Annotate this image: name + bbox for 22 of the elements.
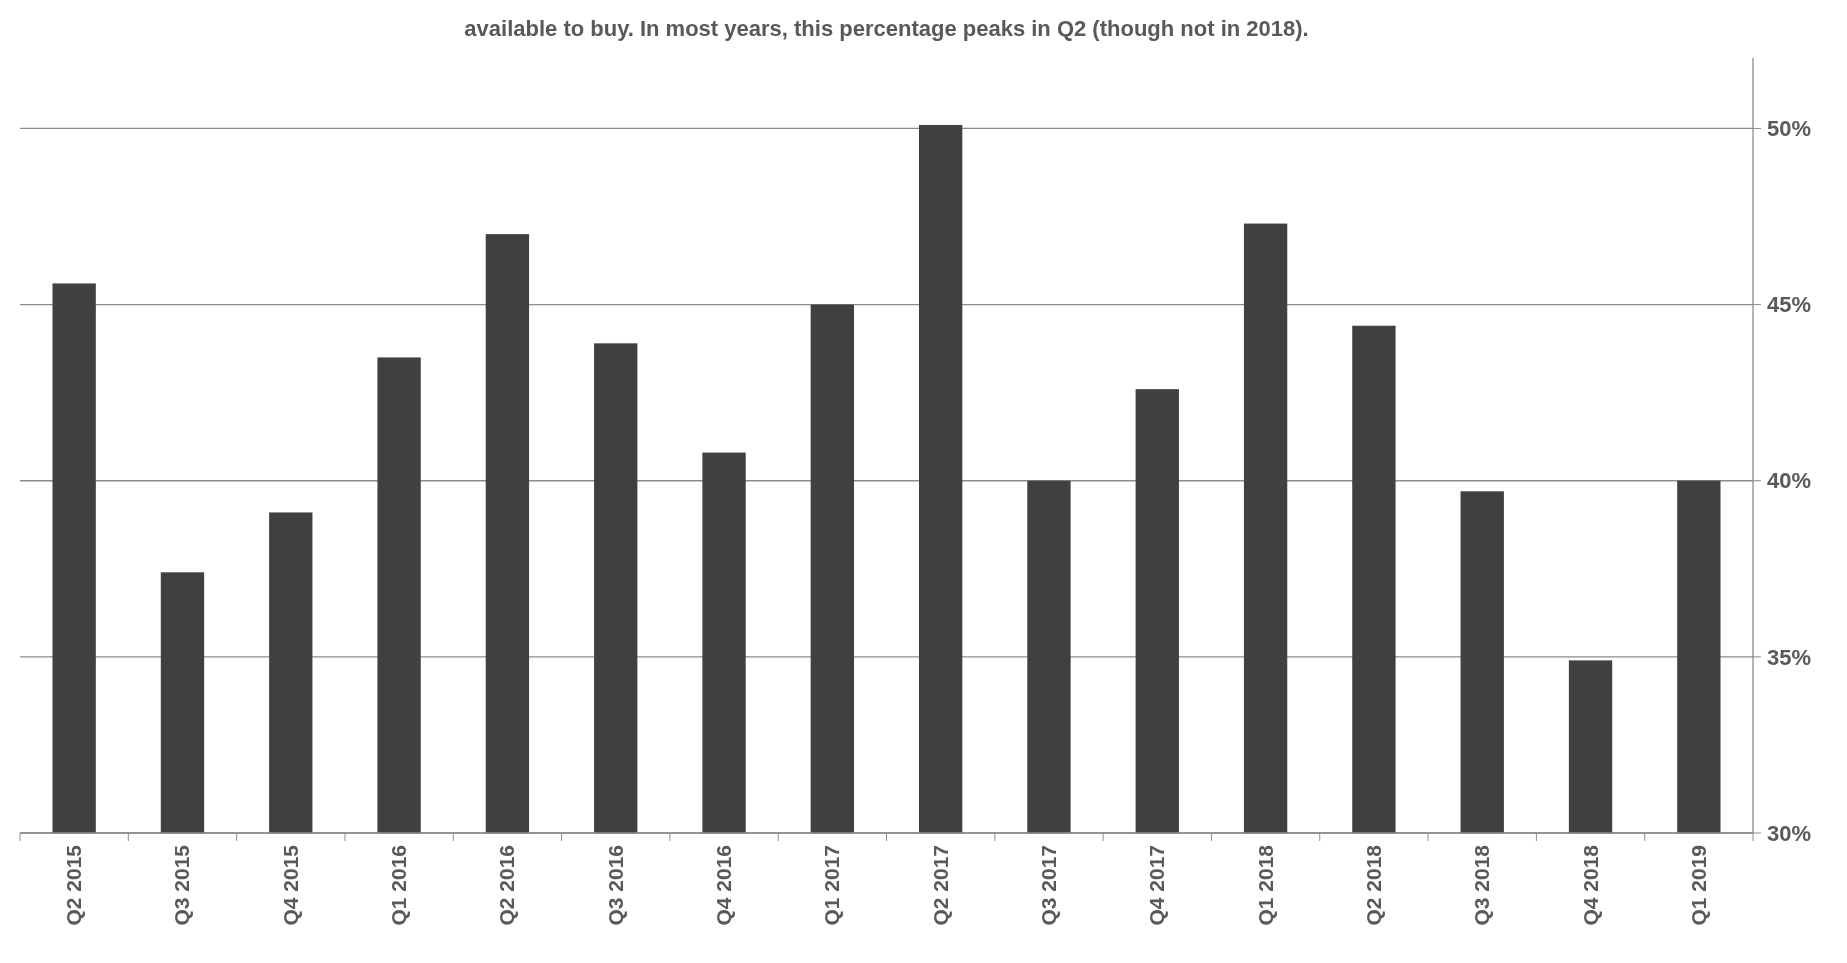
y-tick-label: 50% <box>1767 116 1812 142</box>
chart-title: available to buy. In most years, this percentage peaks in Q2 (though not in 2018). <box>464 16 1309 41</box>
x-tick-label: Q1 2016 <box>387 845 411 926</box>
x-tick-label: Q4 2016 <box>712 845 736 926</box>
x-tick-label: Q4 2017 <box>1145 845 1169 926</box>
x-tick-label: Q3 2016 <box>603 845 627 926</box>
x-tick-label: Q2 2018 <box>1361 844 1385 926</box>
y-tick-label: 45% <box>1767 292 1812 318</box>
x-tick-label: Q2 2016 <box>495 845 519 926</box>
x-tick-label: Q1 2017 <box>820 845 844 926</box>
x-tick-label: Q1 2018 <box>1253 844 1277 926</box>
x-tick-label: Q4 2018 <box>1578 844 1602 926</box>
y-tick-label: 35% <box>1767 644 1812 670</box>
x-tick-label: Q2 2015 <box>62 844 86 926</box>
x-tick-label: Q3 2017 <box>1036 845 1060 926</box>
y-tick-label: 30% <box>1767 820 1812 846</box>
x-tick-label: Q4 2015 <box>278 844 302 926</box>
x-tick-label: Q2 2017 <box>928 845 952 926</box>
y-tick-label: 40% <box>1767 468 1812 494</box>
x-tick-label: Q3 2015 <box>170 844 194 926</box>
x-tick-label: Q1 2019 <box>1686 845 1710 926</box>
x-tick-label: Q3 2018 <box>1470 844 1494 926</box>
